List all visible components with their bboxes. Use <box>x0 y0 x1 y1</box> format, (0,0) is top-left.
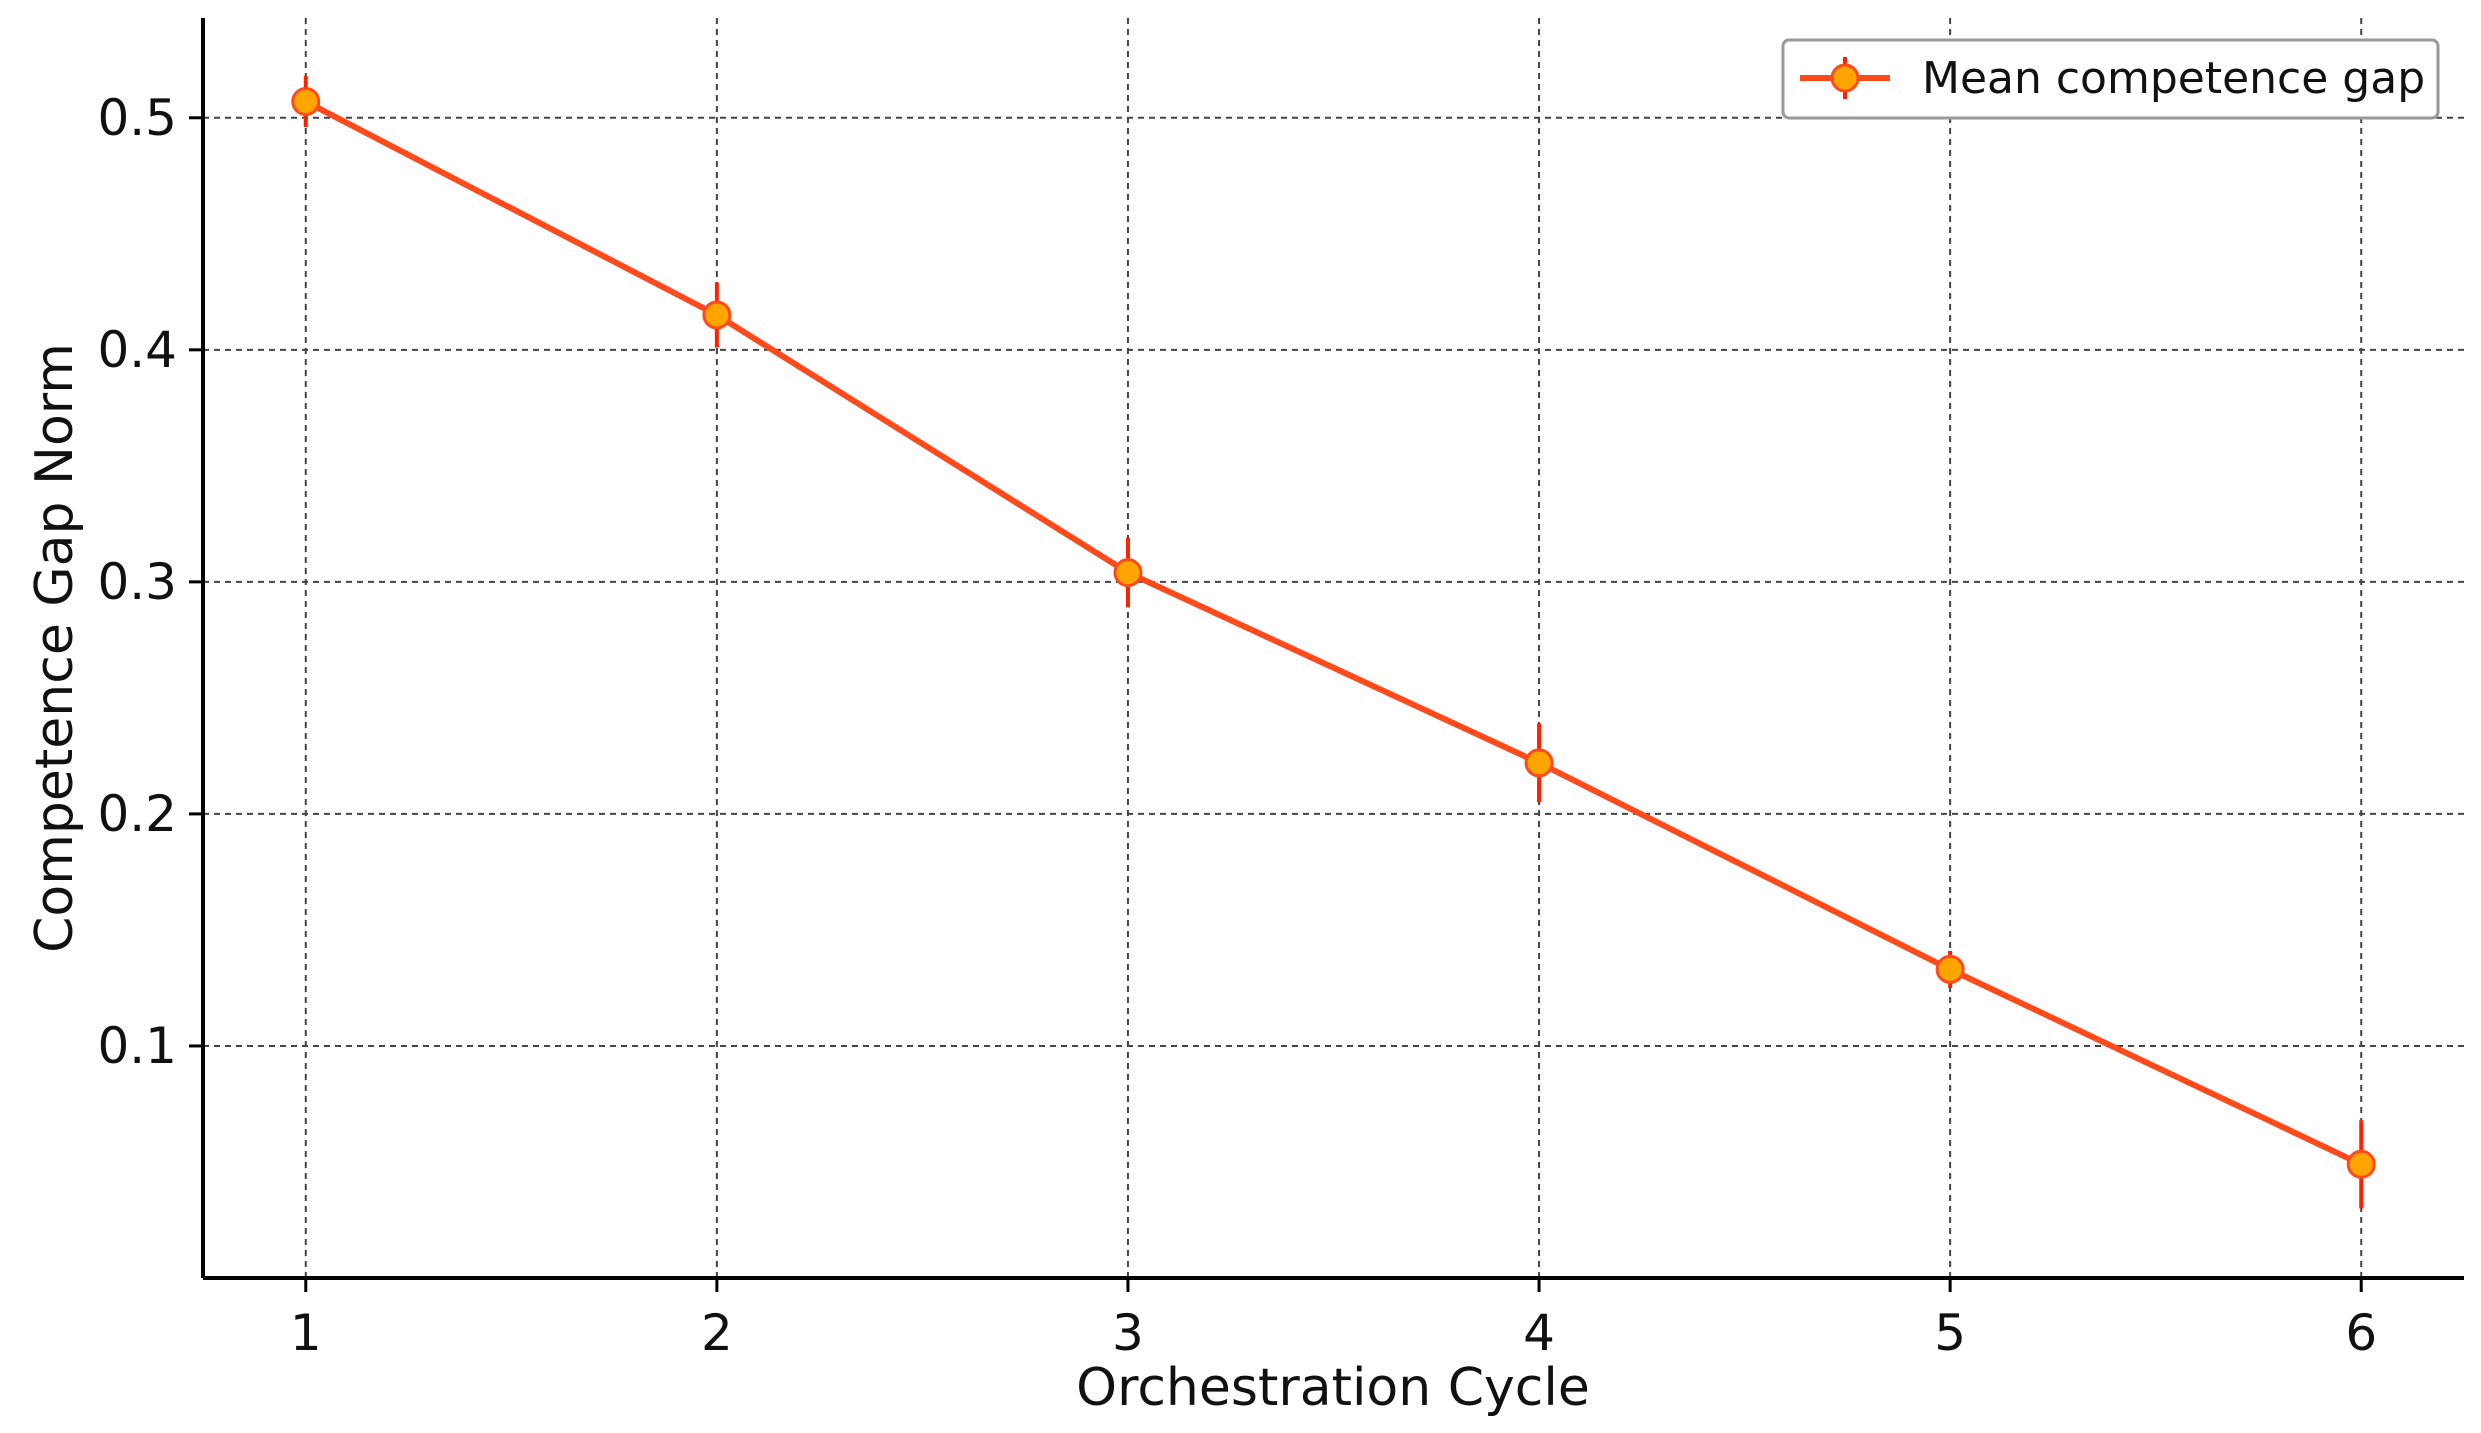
legend-label: Mean competence gap <box>1922 53 2425 104</box>
y-tick-label: 0.3 <box>97 553 177 611</box>
series <box>291 76 2376 1209</box>
x-tick-label: 2 <box>701 1304 733 1362</box>
x-tick-label: 1 <box>290 1304 322 1362</box>
grid-lines <box>203 18 2464 1278</box>
x-tick-label: 4 <box>1523 1304 1555 1362</box>
y-tick-label: 0.4 <box>97 321 177 379</box>
x-tick-label: 5 <box>1934 1304 1966 1362</box>
y-tick-label: 0.2 <box>97 785 177 843</box>
data-point <box>291 87 321 117</box>
legend-marker-swatch <box>1830 63 1860 93</box>
data-point <box>1524 748 1554 778</box>
series-line <box>302 98 2365 1168</box>
x-tick-label: 3 <box>1112 1304 1144 1362</box>
x-tick-label: 6 <box>2345 1304 2377 1362</box>
y-tick-label: 0.1 <box>97 1017 177 1075</box>
data-point <box>2346 1149 2376 1179</box>
legend: Mean competence gap <box>1781 38 2440 120</box>
y-ticks: 0.1 0.2 0.3 0.4 0.5 <box>97 89 203 1075</box>
data-point <box>1113 558 1143 588</box>
data-point <box>1935 954 1965 984</box>
legend-box <box>1781 38 2440 120</box>
x-axis-label: Orchestration Cycle <box>1076 1358 1590 1418</box>
axes <box>201 18 2464 1280</box>
x-ticks: 1 2 3 4 5 6 <box>290 1278 2377 1362</box>
data-point <box>702 300 732 330</box>
y-tick-label: 0.5 <box>97 89 177 147</box>
y-axis-label: Competence Gap Norm <box>25 343 85 953</box>
